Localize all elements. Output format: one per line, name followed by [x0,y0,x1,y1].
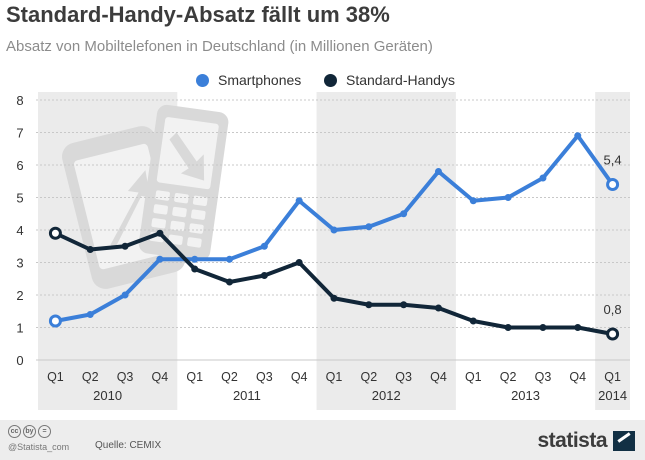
legend-label-standard-handys: Standard-Handys [346,72,455,88]
x-tick-label: Q3 [117,370,134,384]
legend: Smartphones Standard-Handys [0,72,645,96]
legend-label-smartphones: Smartphones [218,72,302,88]
data-point-1-3 [156,229,164,237]
year-label-2010: 2010 [93,388,122,403]
data-point-1-9 [365,301,373,309]
year-label-2013: 2013 [511,388,540,403]
y-tick-label: 1 [16,321,23,336]
by-icon[interactable]: by [23,425,36,438]
data-point-1-6 [260,272,268,279]
data-point-0-6 [260,242,268,250]
x-tick-label: Q3 [395,370,412,384]
statista-logo-icon [613,431,635,451]
data-point-1-13 [504,324,512,331]
x-tick-label: Q2 [360,370,377,384]
year-axis: 2010 2011 2012 2013 2014 [93,388,627,403]
nd-icon[interactable]: = [38,425,51,438]
y-tick-label: 7 [16,126,23,141]
data-point-1-16 [606,327,620,341]
x-tick-label: Q1 [47,370,64,384]
data-labels: 5,4 0,8 [604,153,622,318]
data-point-0-13 [504,194,512,201]
legend-item-standard-handys: Standard-Handys [324,72,455,88]
x-tick-label: Q1 [326,370,343,384]
series-points [48,132,620,341]
line-chart: 0 1 2 3 4 5 6 7 8 Q1 Q2 Q3 Q4 Q1 Q2 Q3 Q4 Q1 Q2 Q3 Q4 Q1 Q2 Q3… [16,92,630,410]
data-point-1-10 [400,301,408,309]
x-tick-label: Q3 [535,370,552,384]
data-point-1-4 [191,265,199,273]
data-point-0-15 [574,132,582,140]
legend-marker-smartphones [196,73,209,87]
x-tick-label: Q4 [430,370,447,384]
data-point-0-14 [539,174,547,182]
data-point-0-8 [330,226,338,234]
legend-item-smartphones: Smartphones [196,72,301,88]
data-point-1-0 [48,226,62,240]
x-tick-label: Q4 [569,370,586,384]
data-point-1-2 [121,242,129,250]
y-tick-label: 3 [16,256,23,271]
y-tick-label: 5 [16,191,23,206]
chart-title: Standard-Handy-Absatz fällt um 38% [6,2,390,27]
footer: cc by = @Statista_com Quelle: CEMIX stat… [0,420,645,460]
data-point-0-16 [606,178,620,191]
data-point-1-15 [574,324,582,331]
x-tick-label: Q2 [500,370,517,384]
data-label: 5,4 [604,153,622,168]
year-band-2012 [316,92,456,410]
data-point-1-14 [539,324,547,331]
data-point-1-12 [469,317,477,325]
twitter-handle[interactable]: @Statista_com [8,442,70,452]
source-label: Quelle: CEMIX [95,440,162,451]
data-point-0-2 [121,291,129,299]
brand-text: statista [537,429,607,452]
data-point-1-11 [434,304,442,312]
y-tick-label: 0 [16,353,23,368]
data-point-1-5 [226,278,234,286]
cc-icon[interactable]: cc [8,425,21,438]
data-point-0-11 [434,168,442,175]
data-point-0-5 [226,255,234,263]
data-point-0-4 [191,255,199,263]
year-label-2011: 2011 [233,388,261,403]
data-point-0-0 [48,314,62,328]
x-tick-label: Q2 [82,370,99,384]
data-point-1-8 [330,294,338,302]
data-point-0-7 [295,197,303,205]
statista-logo[interactable]: statista [537,426,635,456]
x-tick-label: Q4 [152,370,169,384]
x-tick-label: Q3 [256,370,273,384]
y-tick-label: 8 [16,93,23,108]
x-tick-label: Q2 [221,370,238,384]
data-point-1-7 [295,259,303,266]
x-tick-label: Q1 [604,370,621,384]
data-point-0-3 [156,255,164,263]
y-tick-label: 4 [16,223,23,238]
data-point-0-10 [400,210,408,218]
x-tick-label: Q1 [465,370,482,384]
data-label: 0,8 [604,302,622,317]
legend-marker-standard-handys [324,73,337,87]
data-point-1-1 [86,246,94,253]
data-point-0-9 [365,223,373,231]
data-point-0-12 [469,197,477,205]
phone-arrow-down-icon [138,104,229,261]
x-tick-label: Q1 [186,370,203,384]
y-tick-label: 2 [16,288,23,303]
x-axis: Q1 Q2 Q3 Q4 Q1 Q2 Q3 Q4 Q1 Q2 Q3 Q4 Q1 Q2 Q3 Q4 Q1 [47,370,621,384]
year-label-2012: 2012 [372,388,401,403]
x-tick-label: Q4 [291,370,308,384]
license-icons: cc by = [8,425,51,438]
year-label-2014: 2014 [598,388,627,403]
chart-subtitle: Absatz von Mobiltelefonen in Deutschland… [6,38,433,55]
data-point-0-1 [86,311,94,318]
y-tick-label: 6 [16,158,23,173]
y-axis: 0 1 2 3 4 5 6 7 8 [16,93,23,368]
year-band-2014 [595,92,630,410]
